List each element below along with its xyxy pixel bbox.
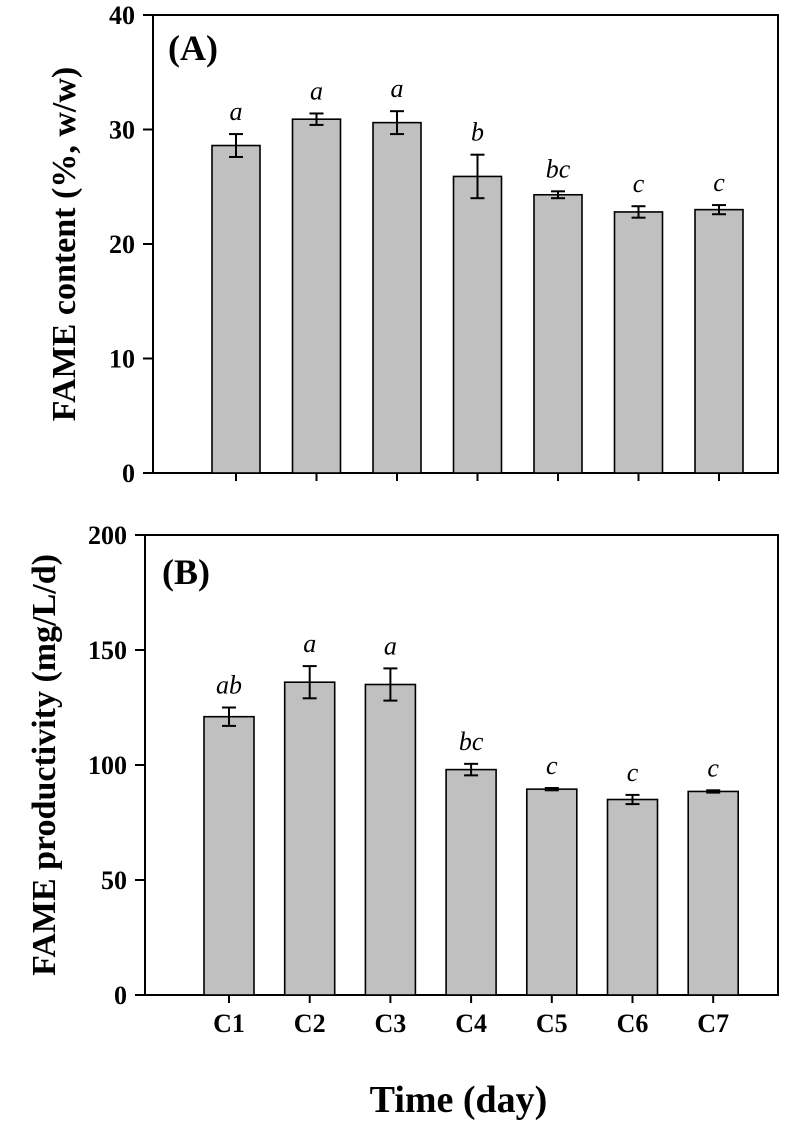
significance-label-b-c7: c <box>707 753 719 782</box>
error-bar-b-c4 <box>464 762 479 777</box>
panel-label-b: (B) <box>162 552 210 592</box>
significance-label-b-c3: a <box>384 631 397 660</box>
bar-b-c4 <box>445 768 497 996</box>
error-bar-a-c6 <box>631 205 646 219</box>
x-axis-label: Time (day) <box>370 1079 548 1121</box>
significance-label-a-c4: b <box>471 118 484 147</box>
y-tick-label-b: 150 <box>88 636 127 665</box>
significance-label-b-c2: a <box>303 629 316 658</box>
x-tick-label-c4: C4 <box>455 1009 487 1038</box>
significance-label-b-c1: ab <box>216 671 242 700</box>
bar-b-c7 <box>687 790 740 996</box>
bar-a-c7 <box>694 208 744 474</box>
chart-panel-a: 0 10 20 30 40 FAME content (%, w/w) (A) a a a b bc c… <box>46 1 779 488</box>
significance-label-b-c5: c <box>546 751 558 780</box>
significance-label-a-c6: c <box>633 169 645 198</box>
y-tick-label-b: 200 <box>88 521 127 550</box>
bar-b-c1 <box>203 715 255 996</box>
x-tick-label-c3: C3 <box>375 1009 407 1038</box>
bar-b-c2 <box>283 681 336 996</box>
x-tick-label-c5: C5 <box>536 1009 568 1038</box>
bar-a-c6 <box>613 211 664 474</box>
error-bar-a-c4 <box>470 153 485 200</box>
significance-label-b-c6: c <box>627 758 639 787</box>
error-bar-b-c2 <box>302 665 317 700</box>
error-bar-b-c5 <box>544 787 559 792</box>
panel-label-a: (A) <box>168 28 218 68</box>
bar-a-c4 <box>452 175 503 474</box>
error-bar-b-c1 <box>222 706 236 727</box>
bar-a-c5 <box>533 193 583 474</box>
y-tick-label-a: 10 <box>109 345 135 374</box>
error-bar-a-c5 <box>551 190 565 200</box>
y-axis-label-a: FAME content (%, w/w) <box>46 67 83 421</box>
error-bar-b-c7 <box>706 789 721 794</box>
error-bar-b-c3 <box>383 667 398 702</box>
error-bar-a-c3 <box>390 110 404 136</box>
bar-a-c2 <box>291 118 342 474</box>
bar-b-c5 <box>525 788 578 996</box>
significance-label-a-c7: c <box>713 168 725 197</box>
significance-label-b-c4: bc <box>459 727 484 756</box>
x-tick-label-c2: C2 <box>294 1009 326 1038</box>
significance-label-a-c5: bc <box>546 154 571 183</box>
significance-label-a-c1: a <box>230 97 243 126</box>
x-tick-label-c6: C6 <box>617 1009 649 1038</box>
significance-label-a-c2: a <box>310 76 323 105</box>
x-tick-label-c7: C7 <box>697 1009 729 1038</box>
y-axis-label-b: FAME productivity (mg/L/d) <box>26 554 63 976</box>
bar-a-c1 <box>211 144 261 474</box>
y-tick-label-b: 0 <box>114 981 127 1010</box>
x-tick-label-c1: C1 <box>213 1009 245 1038</box>
y-tick-label-b: 50 <box>101 866 127 895</box>
bar-b-c3 <box>364 683 417 996</box>
y-tick-label-a: 40 <box>109 1 135 30</box>
chart-panel-b: 0 50 100 150 200 FAME productivity (mg/L/d) (B… <box>26 521 779 1121</box>
y-tick-label-a: 30 <box>109 116 135 145</box>
error-bar-a-c1 <box>229 133 243 158</box>
bar-a-c3 <box>372 121 422 474</box>
y-tick-label-a: 20 <box>109 230 135 259</box>
y-tick-label-a: 0 <box>122 459 135 488</box>
significance-label-a-c3: a <box>391 74 404 103</box>
error-bar-a-c7 <box>712 204 726 216</box>
y-tick-label-b: 100 <box>88 751 127 780</box>
error-bar-a-c2 <box>309 112 324 126</box>
error-bar-b-c6 <box>625 793 640 806</box>
bar-b-c6 <box>606 798 659 996</box>
